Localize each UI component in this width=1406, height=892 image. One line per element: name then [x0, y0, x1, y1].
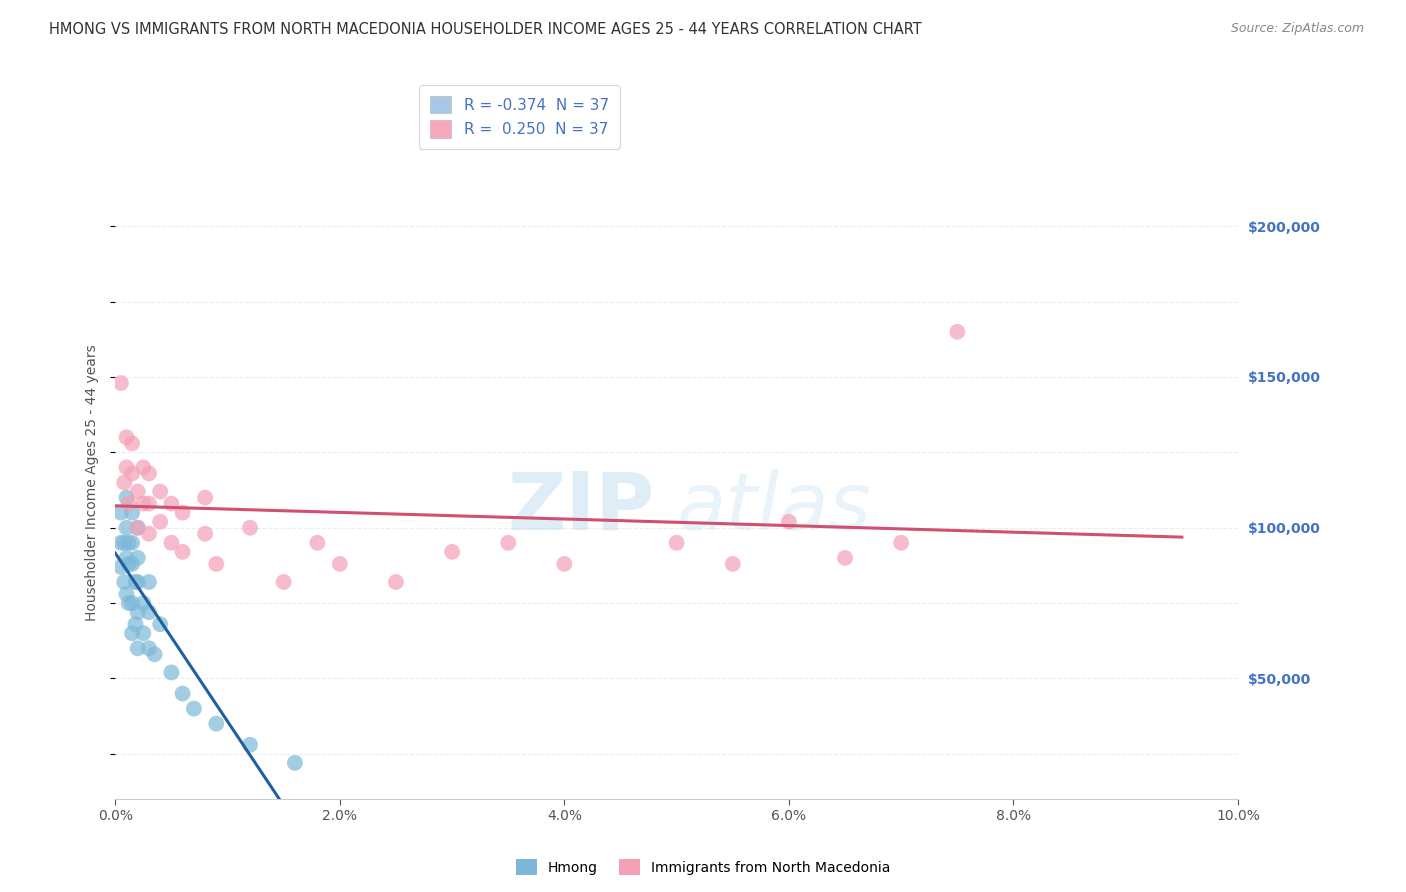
Point	[121, 557, 143, 571]
Point	[127, 521, 149, 535]
Point	[121, 596, 143, 610]
Point	[329, 557, 352, 571]
Point	[385, 574, 408, 589]
Point	[127, 641, 149, 656]
Point	[194, 491, 217, 505]
Point	[127, 550, 149, 565]
Point	[143, 648, 166, 662]
Point	[118, 536, 141, 550]
Point	[138, 526, 160, 541]
Point	[273, 574, 295, 589]
Point	[138, 641, 160, 656]
Point	[124, 617, 146, 632]
Point	[115, 521, 138, 535]
Point	[721, 557, 744, 571]
Point	[121, 626, 143, 640]
Point	[132, 497, 155, 511]
Text: HMONG VS IMMIGRANTS FROM NORTH MACEDONIA HOUSEHOLDER INCOME AGES 25 - 44 YEARS C: HMONG VS IMMIGRANTS FROM NORTH MACEDONIA…	[49, 22, 922, 37]
Point	[205, 557, 228, 571]
Point	[946, 325, 969, 339]
Point	[172, 545, 194, 559]
Point	[138, 574, 160, 589]
Point	[121, 436, 143, 450]
Point	[115, 491, 138, 505]
Point	[160, 665, 183, 680]
Legend: R = -0.374  N = 37, R =  0.250  N = 37: R = -0.374 N = 37, R = 0.250 N = 37	[419, 85, 620, 149]
Point	[112, 475, 135, 490]
Point	[194, 526, 217, 541]
Point	[284, 756, 307, 770]
Point	[110, 376, 132, 390]
Point	[132, 626, 155, 640]
Point	[553, 557, 575, 571]
Point	[183, 701, 205, 715]
Point	[149, 617, 172, 632]
Point	[121, 536, 143, 550]
Point	[138, 605, 160, 619]
Point	[115, 430, 138, 444]
Point	[138, 497, 160, 511]
Point	[115, 550, 138, 565]
Point	[778, 515, 800, 529]
Point	[441, 545, 464, 559]
Point	[160, 497, 183, 511]
Point	[115, 460, 138, 475]
Point	[112, 536, 135, 550]
Point	[118, 557, 141, 571]
Point	[127, 484, 149, 499]
Point	[205, 716, 228, 731]
Text: ZIP: ZIP	[508, 469, 654, 547]
Point	[121, 506, 143, 520]
Point	[149, 484, 172, 499]
Text: atlas: atlas	[676, 469, 872, 547]
Point	[112, 574, 135, 589]
Point	[127, 574, 149, 589]
Point	[665, 536, 688, 550]
Point	[834, 550, 856, 565]
Point	[239, 738, 262, 752]
Point	[110, 560, 132, 574]
Point	[138, 467, 160, 481]
Point	[110, 506, 132, 520]
Legend: Hmong, Immigrants from North Macedonia: Hmong, Immigrants from North Macedonia	[510, 854, 896, 880]
Point	[890, 536, 912, 550]
Text: Source: ZipAtlas.com: Source: ZipAtlas.com	[1230, 22, 1364, 36]
Point	[239, 521, 262, 535]
Point	[110, 536, 132, 550]
Point	[127, 605, 149, 619]
Point	[160, 536, 183, 550]
Point	[115, 587, 138, 601]
Point	[118, 596, 141, 610]
Point	[172, 687, 194, 701]
Point	[496, 536, 519, 550]
Point	[172, 506, 194, 520]
Point	[132, 460, 155, 475]
Point	[149, 515, 172, 529]
Point	[118, 497, 141, 511]
Point	[121, 467, 143, 481]
Point	[127, 521, 149, 535]
Point	[124, 574, 146, 589]
Point	[307, 536, 329, 550]
Point	[132, 596, 155, 610]
Y-axis label: Householder Income Ages 25 - 44 years: Householder Income Ages 25 - 44 years	[86, 344, 100, 621]
